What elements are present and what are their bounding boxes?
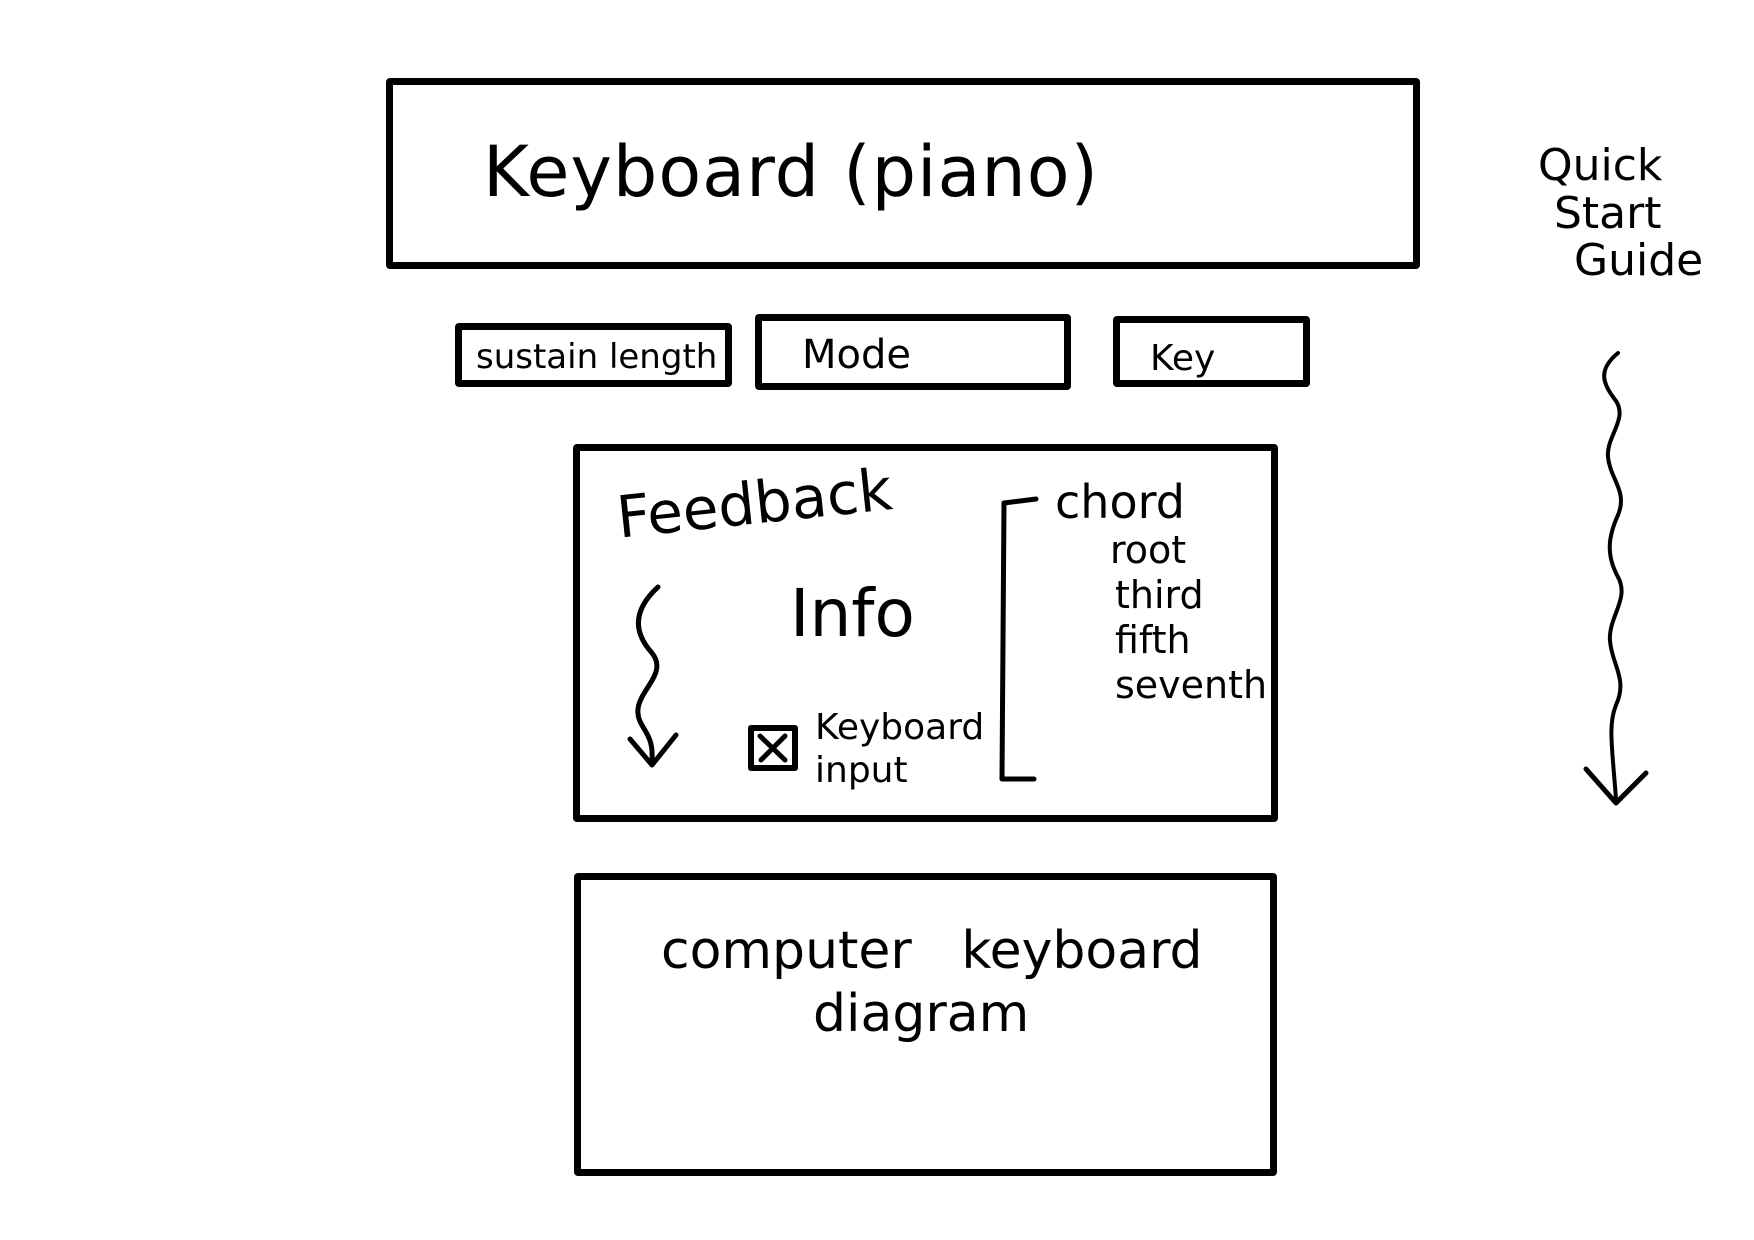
chord-tone-seventh: seventh xyxy=(1115,663,1268,707)
sustain-length-control[interactable]: sustain length xyxy=(455,323,732,387)
keyboard-input-checkbox[interactable] xyxy=(748,725,798,771)
feedback-title: Feedback xyxy=(613,455,896,552)
key-select[interactable]: Key xyxy=(1113,316,1310,387)
chord-tone-third: third xyxy=(1115,573,1204,617)
feedback-down-arrow-icon xyxy=(627,584,679,768)
chord-tone-root: root xyxy=(1110,528,1187,572)
quick-start-line3: Guide xyxy=(1574,235,1704,287)
piano-keyboard-label: Keyboard (piano) xyxy=(483,131,1099,213)
quick-start-guide-label[interactable]: Quick Start Guide xyxy=(1538,142,1703,285)
piano-keyboard[interactable]: Keyboard (piano) xyxy=(386,78,1420,269)
chord-bracket-icon xyxy=(999,496,1039,782)
feedback-panel: Feedback Info Keyboard input chord root … xyxy=(573,444,1278,822)
diagram-label-line1: computer keyboard xyxy=(661,921,1203,981)
mode-label: Mode xyxy=(802,332,911,378)
info-label: Info xyxy=(790,575,915,652)
keyboard-input-label-line2: input xyxy=(815,750,908,792)
chord-title: chord xyxy=(1055,475,1185,529)
keyboard-input-label-line1: Keyboard xyxy=(815,707,985,748)
keyboard-input-label: Keyboard input xyxy=(815,706,984,792)
key-label: Key xyxy=(1150,338,1216,379)
quick-start-down-arrow-icon xyxy=(1583,351,1649,806)
quick-start-line1: Quick xyxy=(1538,140,1663,191)
chord-tone-fifth: fifth xyxy=(1115,618,1191,662)
quick-start-line2: Start xyxy=(1554,187,1662,239)
computer-keyboard-diagram: computer keyboard diagram xyxy=(574,873,1277,1176)
diagram-label-line2: diagram xyxy=(813,984,1030,1044)
sustain-length-label: sustain length xyxy=(476,337,718,377)
checkbox-x-mark-icon xyxy=(757,733,788,763)
mode-select[interactable]: Mode xyxy=(755,314,1071,390)
